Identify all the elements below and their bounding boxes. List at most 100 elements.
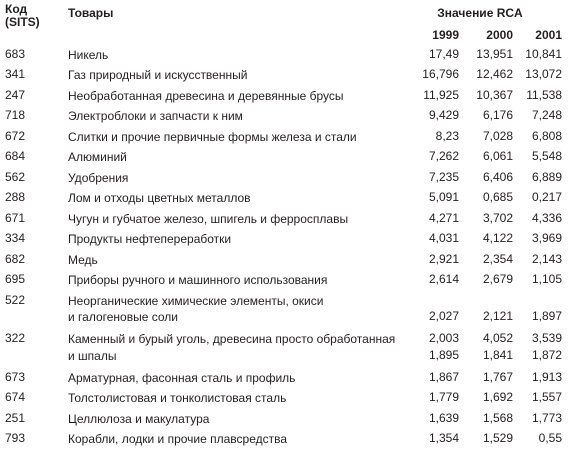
value-2001: 2,143: [531, 252, 562, 266]
value-2001: 13,072: [525, 67, 562, 81]
table-row: 334 Продукты нефтепереработки 4,031 4,122 3,…: [0, 231, 573, 251]
value-1999: 2,614: [428, 272, 459, 286]
value-2000: 1,692: [482, 390, 513, 404]
value-1999: 2,027: [428, 309, 459, 323]
value-2001: 5,548: [531, 149, 562, 163]
value-1999: 1,895: [428, 348, 459, 362]
value-2001: 11,538: [526, 88, 562, 102]
row-name: и шпалы: [68, 349, 117, 363]
table-row: 682 Медь 2,921 2,354 2,143: [0, 252, 573, 272]
value-2000: 6,176: [482, 108, 513, 122]
value-1999: 1,639: [428, 411, 459, 425]
value-1999: 16,796: [422, 67, 459, 81]
row-code: 288: [5, 190, 26, 204]
row-code: 562: [5, 170, 26, 184]
value-1999: 1,354: [428, 431, 459, 445]
row-name: Электроблоки и запчасти к ним: [68, 109, 243, 123]
value-2000: 12,462: [476, 67, 513, 81]
row-name: и галогеновые соли: [68, 310, 178, 324]
value-1999: 17,49: [428, 47, 459, 61]
value-1999: 4,031: [428, 231, 459, 245]
row-name: Чугун и губчатое железо, шпигель и ферро…: [68, 212, 349, 226]
table-row: 251 Целлюлоза и макулатура 1,639 1,568 1,773: [0, 411, 573, 431]
value-2001: 7,248: [531, 108, 562, 122]
table-row: 522 Неорганические химические элементы, о…: [0, 293, 573, 313]
row-name: Лом и отходы цветных металлов: [68, 191, 251, 205]
value-1999: 2,921: [428, 252, 459, 266]
value-2001: 6,889: [531, 170, 562, 184]
table-row: 562 Удобрения 7,235 6,406 6,889: [0, 170, 573, 190]
code-column-header: Код (SITS): [5, 3, 40, 29]
row-name: Слитки и прочие первичные формы железа и…: [68, 130, 357, 144]
table-row: 793 Корабли, лодки и прочие плавсредства 1…: [0, 431, 573, 451]
row-name: Необработанная древесина и деревянные бр…: [68, 89, 344, 103]
table-row: 322 Каменный и бурый уголь, древесина про…: [0, 331, 573, 351]
row-name: Неорганические химические элементы, окис…: [68, 294, 324, 308]
year-2000-header: 2000: [486, 28, 513, 42]
row-code: 695: [5, 272, 26, 286]
table-row: 674 Толстолистовая и тонколистовая сталь 1…: [0, 390, 573, 410]
table-row: 683 Никель 17,49 13,951 10,841: [0, 47, 573, 67]
value-2000: 2,121: [482, 309, 513, 323]
row-code: 674: [5, 390, 26, 404]
row-name: Каменный и бурый уголь, древесина просто…: [68, 332, 396, 346]
row-name: Никель: [68, 48, 109, 62]
value-2000: 1,767: [482, 370, 513, 384]
row-code: 671: [5, 211, 26, 225]
value-2001: 4,336: [531, 211, 562, 225]
value-2001: 3,539: [531, 331, 562, 345]
value-2001: 0,217: [531, 190, 562, 204]
value-2000: 7,028: [482, 129, 513, 143]
value-2001: 1,105: [531, 272, 562, 286]
goods-column-header: Товары: [68, 6, 114, 20]
code-label-line1: Код: [5, 2, 28, 16]
table-row: 684 Алюминий 7,262 6,061 5,548: [0, 149, 573, 169]
row-name: Целлюлоза и макулатура: [68, 412, 210, 426]
value-2000: 0,685: [482, 190, 513, 204]
value-2001: 3,969: [531, 231, 562, 245]
value-2000: 4,122: [482, 231, 513, 245]
value-2000: 1,568: [482, 411, 513, 425]
row-name: Арматурная, фасонная сталь и профиль: [68, 371, 296, 385]
value-2000: 4,052: [482, 331, 513, 345]
row-code: 793: [5, 431, 26, 445]
row-code: 673: [5, 370, 26, 384]
table-row: 673 Арматурная, фасонная сталь и профиль 1…: [0, 370, 573, 390]
code-label-line2: (SITS): [5, 15, 40, 29]
row-name: Приборы ручного и машинного использовани…: [68, 273, 328, 287]
table-row: 695 Приборы ручного и машинного использов…: [0, 272, 573, 292]
row-code: 672: [5, 129, 26, 143]
row-name: Медь: [68, 253, 98, 267]
value-1999: 7,262: [428, 149, 459, 163]
table-row: и шпалы 1,895 1,841 1,872: [0, 348, 573, 368]
value-2000: 2,679: [482, 272, 513, 286]
row-code: 522: [5, 293, 26, 307]
value-2000: 1,841: [482, 348, 513, 362]
year-1999-header: 1999: [432, 28, 459, 42]
row-code: 334: [5, 231, 26, 245]
table-row: и галогеновые соли 2,027 2,121 1,897: [0, 309, 573, 329]
value-2001: 1,872: [531, 348, 562, 362]
value-1999: 7,235: [428, 170, 459, 184]
value-2000: 2,354: [482, 252, 513, 266]
row-code: 684: [5, 149, 26, 163]
value-1999: 9,429: [428, 108, 459, 122]
value-2000: 1,529: [482, 431, 513, 445]
value-2000: 13,951: [476, 47, 513, 61]
value-2001: 1,557: [531, 390, 562, 404]
table-row: 672 Слитки и прочие первичные формы желез…: [0, 129, 573, 149]
value-2000: 6,061: [482, 149, 513, 163]
row-code: 341: [5, 67, 26, 81]
value-1999: 1,867: [428, 370, 459, 384]
row-code: 682: [5, 252, 26, 266]
value-1999: 1,779: [428, 390, 459, 404]
row-code: 251: [5, 411, 26, 425]
table-row: 341 Газ природный и искусственный 16,796 12…: [0, 67, 573, 87]
value-2001: 1,897: [531, 309, 562, 323]
table-row: 718 Электроблоки и запчасти к ним 9,429 6,1…: [0, 108, 573, 128]
row-name: Корабли, лодки и прочие плавсредства: [68, 432, 288, 446]
value-1999: 5,091: [428, 190, 459, 204]
value-2000: 6,406: [482, 170, 513, 184]
value-2001: 6,808: [531, 129, 562, 143]
row-code: 322: [5, 331, 26, 345]
